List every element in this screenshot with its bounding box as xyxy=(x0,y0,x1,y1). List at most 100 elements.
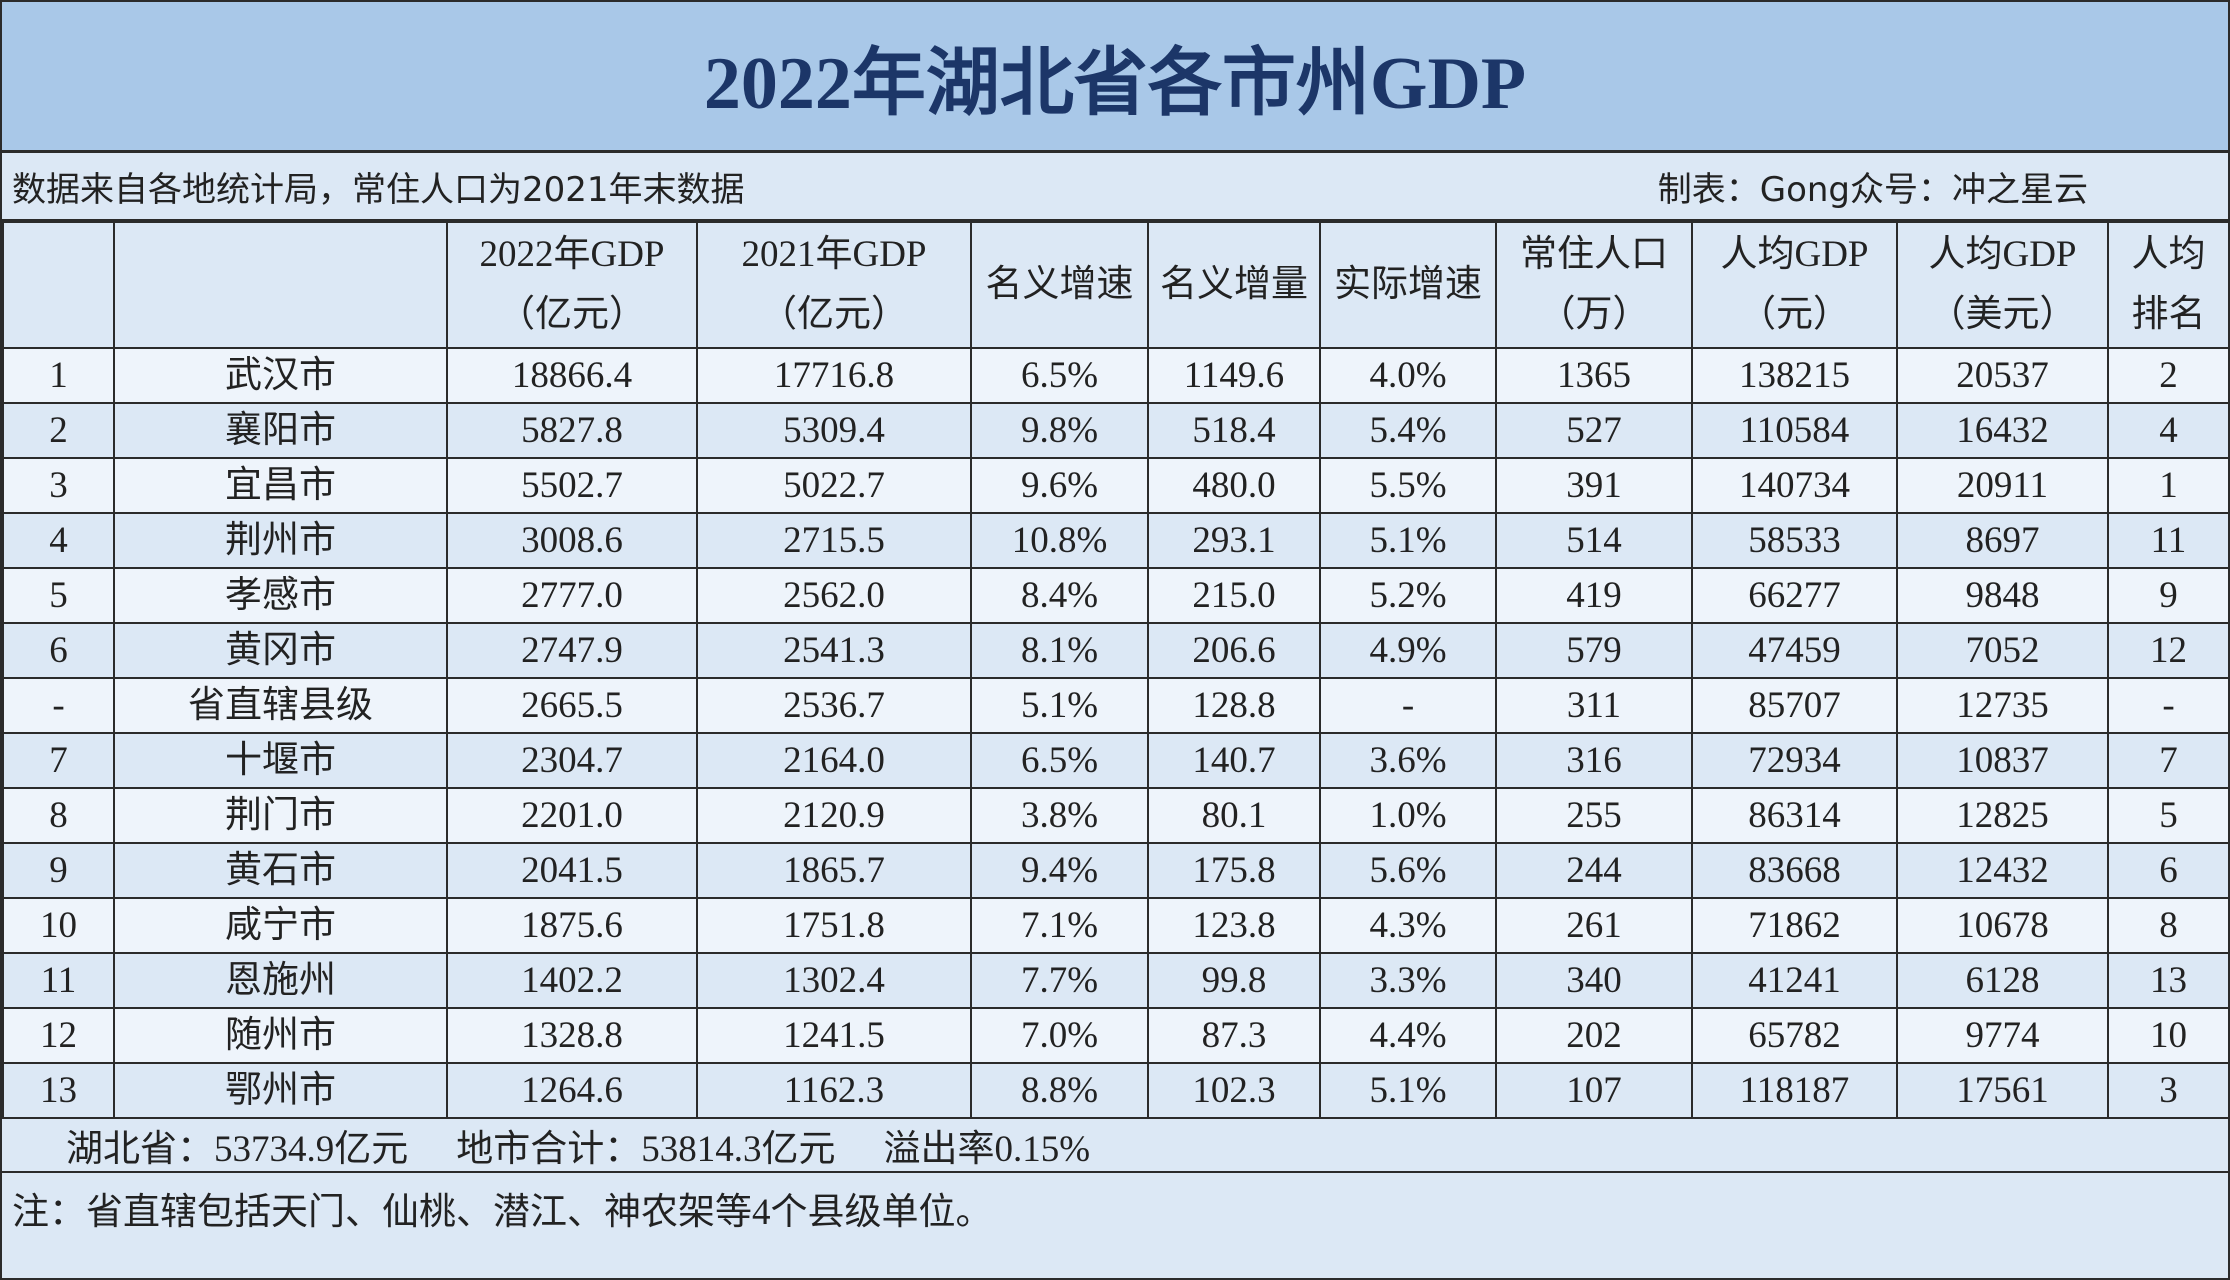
table-cell: 2164.0 xyxy=(696,732,972,789)
table-cell: 99.8 xyxy=(1147,952,1321,1009)
table-cell: 5.1% xyxy=(1319,1062,1497,1119)
table-cell: 3.8% xyxy=(970,787,1149,844)
table-cell: 65782 xyxy=(1691,1007,1898,1064)
table-cell: 1875.6 xyxy=(446,897,698,954)
summary-item: 湖北省：53734.9亿元 xyxy=(66,1129,409,1170)
table-cell: 7.1% xyxy=(970,897,1149,954)
header-line: 名义增量 xyxy=(1160,264,1308,305)
table-cell: 3.3% xyxy=(1319,952,1497,1009)
table-cell: 261 xyxy=(1495,897,1693,954)
table-cell: 5.2% xyxy=(1319,567,1497,624)
table-cell: 128.8 xyxy=(1147,677,1321,734)
table-cell: 咸宁市 xyxy=(113,897,448,954)
table-cell: 85707 xyxy=(1691,677,1898,734)
table-cell: 10 xyxy=(2107,1007,2230,1064)
table-cell: 391 xyxy=(1495,457,1693,514)
table-cell: 4.0% xyxy=(1319,347,1497,404)
title: 2022年湖北省各市州GDP xyxy=(2,2,2228,153)
table-cell: 17561 xyxy=(1896,1062,2109,1119)
table-row: 5 孝感市 2777.0 2562.0 8.4% 215.0 5.2% 419 66277 984… xyxy=(2,567,2230,624)
header-cell: 人均GDP （元） xyxy=(1691,221,1898,349)
table-cell: 12 xyxy=(2107,622,2230,679)
table-cell: 8 xyxy=(2107,897,2230,954)
header-line: 人均GDP xyxy=(1720,234,1869,275)
summary-item: 溢出率0.15% xyxy=(883,1129,1091,1170)
header-line: 2021年GDP xyxy=(741,234,927,275)
table-cell: 2562.0 xyxy=(696,567,972,624)
table-cell: 518.4 xyxy=(1147,402,1321,459)
table-cell: 黄石市 xyxy=(113,842,448,899)
table-cell: 215.0 xyxy=(1147,567,1321,624)
table-cell: 2777.0 xyxy=(446,567,698,624)
table-cell: 6.5% xyxy=(970,347,1149,404)
table-cell: 荆州市 xyxy=(113,512,448,569)
table-cell: 5827.8 xyxy=(446,402,698,459)
table-cell: 20537 xyxy=(1896,347,2109,404)
table-cell: 6 xyxy=(2,622,115,679)
table-cell: 110584 xyxy=(1691,402,1898,459)
table-cell: 206.6 xyxy=(1147,622,1321,679)
table-cell: 2201.0 xyxy=(446,787,698,844)
table-cell: 1751.8 xyxy=(696,897,972,954)
table-cell: 255 xyxy=(1495,787,1693,844)
table-cell: 3 xyxy=(2,457,115,514)
header-line: 人均 xyxy=(2131,234,2206,275)
table-cell: 340 xyxy=(1495,952,1693,1009)
table-cell: 6 xyxy=(2107,842,2230,899)
table-cell: 9 xyxy=(2107,567,2230,624)
table-cell: 8.1% xyxy=(970,622,1149,679)
table-cell: 3 xyxy=(2107,1062,2230,1119)
table-cell: 2536.7 xyxy=(696,677,972,734)
table-row: 8 荆门市 2201.0 2120.9 3.8% 80.1 1.0% 255 86314 1282… xyxy=(2,787,2230,844)
header-cell xyxy=(2,221,115,349)
table-cell: 2041.5 xyxy=(446,842,698,899)
table-cell: 黄冈市 xyxy=(113,622,448,679)
table-row: - 省直辖县级 2665.5 2536.7 5.1% 128.8-311 85707 1273… xyxy=(2,677,2230,734)
header-line: 常住人口 xyxy=(1520,234,1668,275)
table-cell: 宜昌市 xyxy=(113,457,448,514)
table-cell: 5.1% xyxy=(970,677,1149,734)
table-cell: 11 xyxy=(2,952,115,1009)
table-cell: 1328.8 xyxy=(446,1007,698,1064)
table-row: 4 荆州市 3008.6 2715.5 10.8% 293.1 5.1% 514 58533 86… xyxy=(2,512,2230,569)
table-cell: 527 xyxy=(1495,402,1693,459)
table-cell: 8.8% xyxy=(970,1062,1149,1119)
table-cell: 8.4% xyxy=(970,567,1149,624)
table-cell: 10 xyxy=(2,897,115,954)
table-cell: - xyxy=(1319,677,1497,734)
table-cell: 17716.8 xyxy=(696,347,972,404)
table-cell: 孝感市 xyxy=(113,567,448,624)
table-cell: 2715.5 xyxy=(696,512,972,569)
source-note: 数据来自各地统计局，常住人口为2021年末数据 xyxy=(12,169,745,210)
table-cell: 1.0% xyxy=(1319,787,1497,844)
table-cell: 9848 xyxy=(1896,567,2109,624)
table-cell: 襄阳市 xyxy=(113,402,448,459)
table-cell: 随州市 xyxy=(113,1007,448,1064)
table-cell: 13 xyxy=(2107,952,2230,1009)
table-cell: 8697 xyxy=(1896,512,2109,569)
table-cell: 9.8% xyxy=(970,402,1149,459)
table-row: 9 黄石市 2041.5 1865.7 9.4% 175.8 5.6% 244 83668 124… xyxy=(2,842,2230,899)
header-line: （亿元） xyxy=(498,294,646,335)
table-cell: 8 xyxy=(2,787,115,844)
table-cell: 1365 xyxy=(1495,347,1693,404)
table-cell: 41241 xyxy=(1691,952,1898,1009)
table-cell: 7 xyxy=(2,732,115,789)
table-cell: 4.9% xyxy=(1319,622,1497,679)
table-cell: 140.7 xyxy=(1147,732,1321,789)
header-line: 2022年GDP xyxy=(479,234,665,275)
table-cell: 1865.7 xyxy=(696,842,972,899)
info-bar: 数据来自各地统计局，常住人口为2021年末数据 制表：Gong众号：冲之星云 xyxy=(2,153,2228,221)
table-body: 1 武汉市 18866.4 17716.8 6.5% 1149.6 4.0% 1365 1382… xyxy=(2,347,2230,1119)
table-cell: 18866.4 xyxy=(446,347,698,404)
header-line: （美元） xyxy=(1928,294,2077,335)
table-cell: 12 xyxy=(2,1007,115,1064)
table-cell: 10678 xyxy=(1896,897,2109,954)
table-row: 1 武汉市 18866.4 17716.8 6.5% 1149.6 4.0% 1365 1382… xyxy=(2,347,2230,404)
table-cell: 5022.7 xyxy=(696,457,972,514)
table-cell: 5 xyxy=(2107,787,2230,844)
header-row: 2022年GDP （亿元） 2021年GDP （亿元） 名义增速 名义增量 实际增速 常住人口… xyxy=(2,221,2230,349)
table-row: 13 鄂州市 1264.6 1162.3 8.8% 102.3 5.1% 107 118187 1… xyxy=(2,1062,2230,1119)
